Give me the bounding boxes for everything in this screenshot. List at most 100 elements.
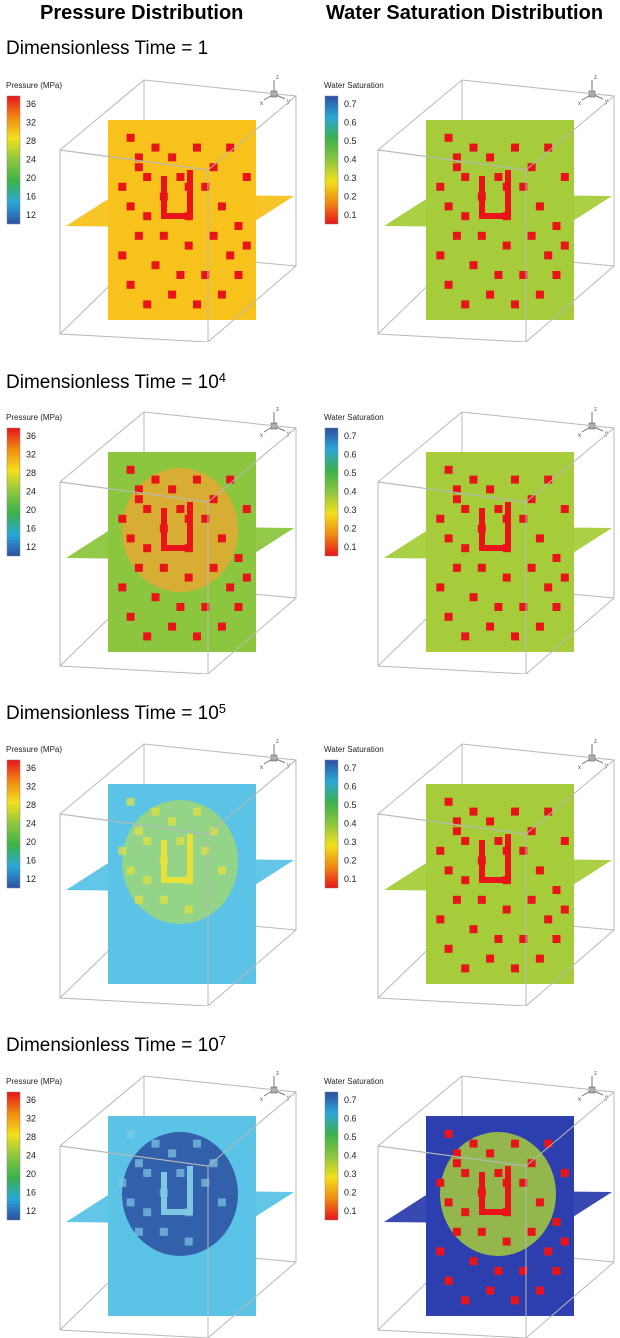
fracture-cell — [444, 612, 453, 621]
fracture-cell — [217, 622, 226, 631]
colorbar-tick-label: 32 — [26, 450, 36, 460]
fracture-cell — [217, 534, 226, 543]
fracture-cell — [209, 827, 218, 836]
fracture-cell — [511, 964, 519, 973]
fracture-cell — [544, 1139, 553, 1148]
fracture-cell — [134, 827, 143, 836]
fracture-cell — [552, 222, 561, 230]
fracture-cell — [234, 271, 243, 279]
colorbar-tick-label: 16 — [26, 1188, 36, 1198]
colorbar-tick-label: 0.7 — [344, 99, 357, 109]
fracture-cell — [469, 925, 478, 934]
fracture-cell — [452, 1227, 461, 1236]
fracture-cell — [502, 241, 511, 250]
axis-x-label: x — [260, 101, 263, 107]
fracture-cell — [452, 485, 461, 494]
fracture-cell — [168, 622, 177, 631]
colorbar-tick-label: 0.4 — [344, 819, 357, 829]
fracture-cell — [176, 271, 185, 279]
fracture-cell — [452, 895, 461, 904]
fracture-cell — [168, 290, 177, 299]
colorbar-tick-label: 20 — [26, 173, 36, 183]
fracture-cell — [201, 603, 210, 611]
fracture-cell — [461, 1169, 470, 1177]
colorbar-tick-label: 0.1 — [344, 542, 357, 552]
fracture-cell — [168, 817, 177, 826]
box-front-right-edge — [525, 759, 615, 835]
fracture-cell — [184, 241, 193, 250]
axis-x-label: x — [260, 765, 263, 771]
axis-z-label: z — [276, 1071, 279, 1077]
fracture-cell — [436, 846, 445, 855]
colorbar-title: Pressure (MPa) — [6, 81, 62, 90]
fracture-cell — [511, 475, 519, 484]
fracture-cell — [560, 173, 569, 181]
fracture-cell — [444, 797, 453, 806]
time-label-row-4: Dimensionless Time = 107 — [6, 1033, 227, 1056]
fracture-cell — [176, 505, 185, 513]
fracture-cell — [126, 612, 135, 621]
fracture-cell — [535, 622, 544, 631]
colorbar-tick-label: 32 — [26, 118, 36, 128]
colorbar-tick-label: 0.1 — [344, 210, 357, 220]
colorbar-title: Water Saturation — [324, 81, 384, 90]
fracture-cell — [143, 505, 152, 513]
colorbar-tick-label: 24 — [26, 155, 36, 165]
colorbar-tick-label: 0.4 — [344, 155, 357, 165]
fracture-cell — [552, 935, 561, 943]
pressure-column-title: Pressure Distribution — [40, 2, 244, 24]
box-front-top-edge — [59, 1145, 209, 1167]
fracture-cell — [444, 465, 453, 474]
fracture-cell — [461, 173, 470, 181]
fracture-cell — [134, 1227, 143, 1236]
fracture-cell — [560, 1237, 569, 1246]
fracture-cell — [193, 475, 201, 484]
box-front-right-edge — [207, 759, 297, 835]
fracture-cell — [552, 1218, 561, 1226]
colorbar-title: Water Saturation — [324, 1077, 384, 1086]
fracture-cell — [242, 241, 251, 250]
fracture-cell — [151, 475, 160, 484]
fracture-cell — [502, 905, 511, 914]
colorbar-tick-label: 0.7 — [344, 763, 357, 773]
axis-z-label: z — [594, 407, 597, 413]
fracture-cell — [527, 163, 536, 172]
colorbar-tick-label: 32 — [26, 782, 36, 792]
colorbar-tick-label: 16 — [26, 524, 36, 534]
fracture-cell — [118, 846, 127, 855]
fracture-cell — [126, 133, 135, 142]
fracture-cell — [544, 143, 553, 152]
axis-x-label: x — [578, 101, 581, 107]
colorbar-tick-label: 24 — [26, 487, 36, 497]
box-front-right-edge — [207, 427, 297, 503]
colorbar-title: Pressure (MPa) — [6, 413, 62, 422]
central-plume — [122, 800, 238, 924]
colorbar-tick-label: 0.5 — [344, 1132, 357, 1142]
saturation-panel-row-2: Water Saturation 0.7 0.6 0.5 0.4 0.3 0.2 0.1 z y x — [322, 398, 616, 674]
fracture-cell — [151, 261, 160, 270]
fracture-cell — [544, 251, 553, 260]
fracture-cell — [234, 554, 243, 562]
fracture-cell — [436, 182, 445, 191]
fracture-cell — [209, 495, 218, 504]
fracture-cell — [226, 251, 235, 260]
colorbar-tick-label: 36 — [26, 763, 36, 773]
central-plume — [122, 1132, 238, 1256]
time-label-row-2: Dimensionless Time = 104 — [6, 370, 227, 393]
colorbar-tick-label: 28 — [26, 800, 36, 810]
fracture-cell — [486, 622, 495, 631]
fracture-cell — [118, 514, 127, 523]
fracture-cell — [477, 1227, 486, 1236]
colorbar-tick-label: 0.6 — [344, 1114, 357, 1124]
colorbar-tick-label: 0.6 — [344, 118, 357, 128]
colorbar-tick-label: 0.5 — [344, 800, 357, 810]
fracture-cell — [519, 846, 528, 855]
fracture-cell — [143, 212, 152, 221]
fracture-cell — [452, 163, 461, 172]
fracture-cell — [209, 163, 218, 172]
fracture-cell — [184, 573, 193, 582]
fracture-cell — [461, 300, 470, 309]
box-front-right-edge — [207, 95, 297, 171]
colorbar-tick-label: 12 — [26, 1206, 36, 1216]
fracture-cell — [436, 251, 445, 260]
